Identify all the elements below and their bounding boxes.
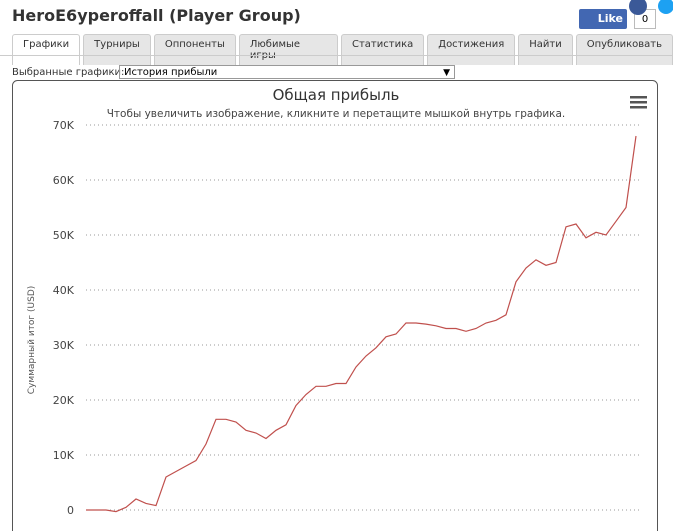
page-title: HeroE6yperoffall (Player Group) [12, 6, 301, 25]
tab[interactable]: Опубликовать [575, 34, 673, 65]
y-tick-label: 0 [67, 504, 74, 517]
tab[interactable]: Турниры [83, 34, 151, 65]
tab[interactable]: Статистика [341, 34, 425, 65]
chart-subtitle: Чтобы увеличить изображение, кликните и … [107, 108, 566, 120]
tab[interactable]: Найти [518, 34, 573, 65]
chart-title: Общая прибыль [273, 86, 400, 104]
y-tick-label: 30K [53, 339, 75, 352]
chart-select[interactable]: История прибыли ▼ [119, 65, 455, 79]
tab-bar: Графики Турниры Оппоненты Любимые игры Стати… [12, 34, 673, 65]
tab[interactable]: Графики [12, 34, 81, 65]
tab[interactable]: Достижения [427, 34, 516, 65]
y-tick-label: 10K [53, 449, 75, 462]
chart: Общая прибыль Чтобы увеличить изображени… [12, 80, 658, 531]
y-tick-label: 50K [53, 229, 75, 242]
chart-frame [12, 80, 658, 531]
y-axis-title: Суммарный итог (USD) [27, 286, 37, 395]
social-icons[interactable] [628, 0, 673, 20]
select-value: История прибыли [124, 67, 218, 78]
y-tick-label: 60K [53, 174, 75, 187]
y-tick-label: 40K [53, 284, 75, 297]
y-tick-label: 70K [53, 119, 75, 132]
menu-icon[interactable] [630, 96, 647, 109]
profit-line [86, 135, 637, 513]
tab[interactable]: Оппоненты [153, 34, 236, 65]
selector-label: Выбранные графики: [12, 67, 125, 78]
y-tick-label: 20K [53, 394, 75, 407]
like-button[interactable]: Like [579, 9, 627, 29]
tab-underline [0, 55, 673, 56]
tab[interactable]: Любимые игры [238, 34, 338, 65]
